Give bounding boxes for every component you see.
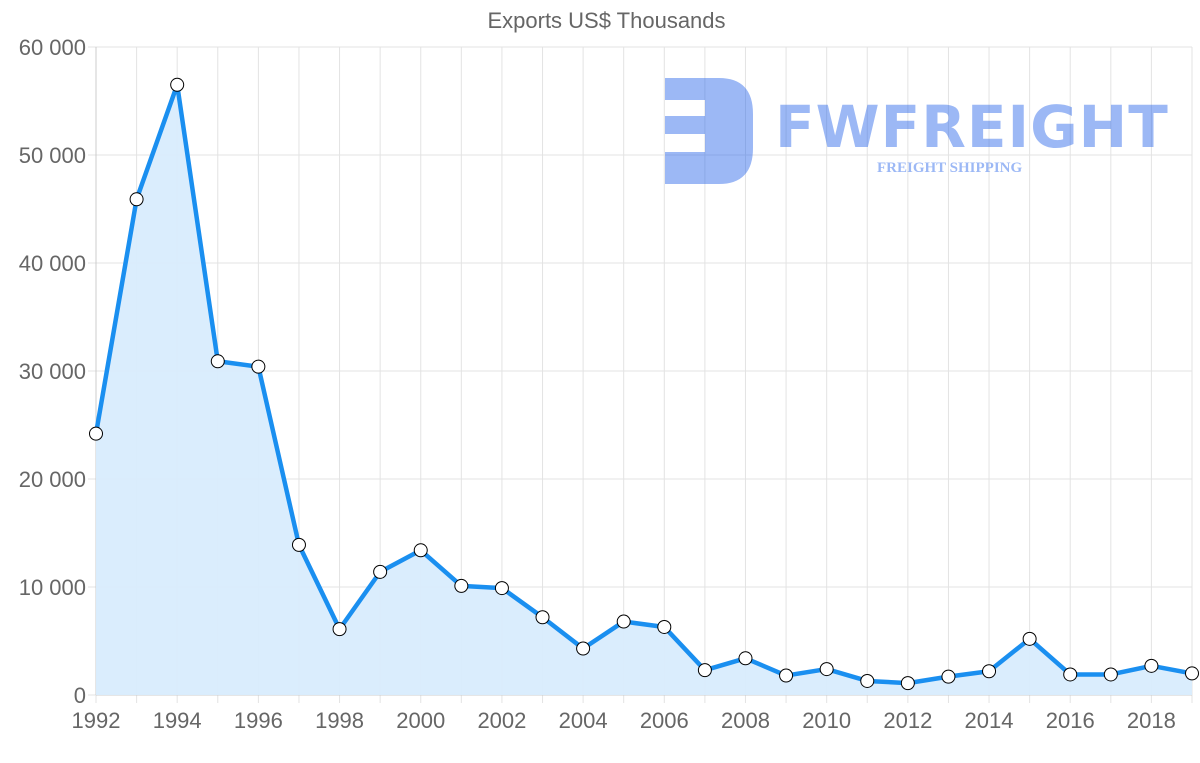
y-tick-label: 20 000 (19, 467, 86, 492)
x-tick-label: 2006 (640, 708, 689, 733)
data-point[interactable] (657, 619, 672, 634)
data-point[interactable] (413, 543, 428, 558)
data-point[interactable] (860, 673, 875, 688)
data-point[interactable] (1063, 667, 1078, 682)
x-tick-label: 2000 (396, 708, 445, 733)
x-tick-label: 1994 (153, 708, 202, 733)
data-point[interactable] (1022, 631, 1037, 646)
x-tick-label: 2008 (721, 708, 770, 733)
x-tick-label: 2002 (477, 708, 526, 733)
x-tick-label: 2010 (802, 708, 851, 733)
data-point[interactable] (494, 581, 509, 596)
data-point[interactable] (535, 610, 550, 625)
y-tick-label: 60 000 (19, 35, 86, 60)
data-point[interactable] (210, 354, 225, 369)
y-tick-label: 30 000 (19, 359, 86, 384)
data-point[interactable] (982, 664, 997, 679)
data-point[interactable] (170, 77, 185, 92)
data-point[interactable] (738, 651, 753, 666)
data-point[interactable] (251, 359, 266, 374)
y-tick-label: 40 000 (19, 251, 86, 276)
data-point[interactable] (1144, 658, 1159, 673)
y-tick-label: 10 000 (19, 575, 86, 600)
data-point[interactable] (129, 192, 144, 207)
data-point[interactable] (900, 676, 915, 691)
series-line (93, 82, 1193, 686)
data-point[interactable] (779, 668, 794, 683)
data-point[interactable] (616, 614, 631, 629)
x-tick-label: 1998 (315, 708, 364, 733)
x-tick-label: 2012 (883, 708, 932, 733)
x-tick-label: 2014 (965, 708, 1014, 733)
y-tick-label: 0 (74, 683, 86, 708)
data-point[interactable] (1103, 667, 1118, 682)
data-point[interactable] (1185, 666, 1199, 681)
data-point[interactable] (941, 669, 956, 684)
data-point[interactable] (454, 578, 469, 593)
data-point[interactable] (576, 641, 591, 656)
data-point[interactable] (332, 622, 347, 637)
x-tick-label: 1996 (234, 708, 283, 733)
x-tick-label: 1992 (72, 708, 121, 733)
data-point[interactable] (819, 662, 834, 677)
chart-title: Exports US$ Thousands (487, 8, 726, 33)
x-tick-label: 2004 (559, 708, 608, 733)
data-point[interactable] (89, 426, 103, 441)
x-tick-label: 2018 (1127, 708, 1176, 733)
y-tick-label: 50 000 (19, 143, 86, 168)
area-fill (96, 84, 1192, 696)
data-point[interactable] (697, 663, 712, 678)
x-tick-label: 2016 (1046, 708, 1095, 733)
data-point[interactable] (291, 537, 306, 552)
data-point[interactable] (373, 564, 388, 579)
